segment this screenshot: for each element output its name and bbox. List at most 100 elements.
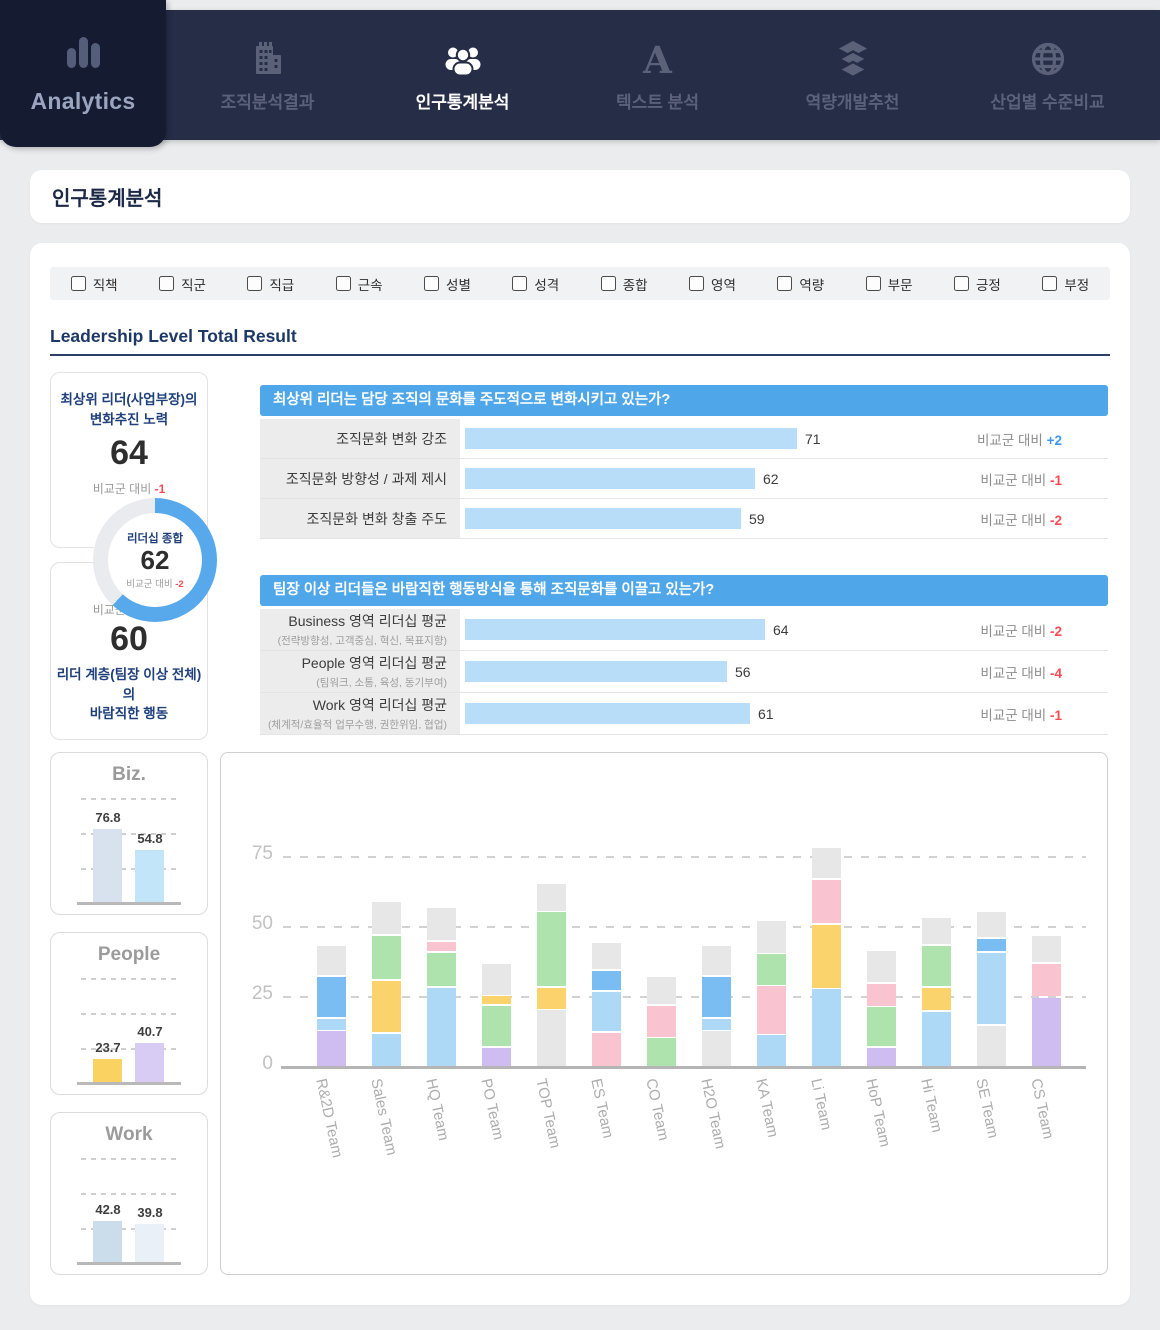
checkbox-icon[interactable] [247,276,263,291]
score-row: 조직문화 변화 창출 주도 59 비교군 대비 -2 [260,499,1108,539]
stacked-bar [646,753,676,1066]
brand-logo[interactable]: Analytics [0,0,166,147]
checkbox-icon[interactable] [600,276,616,291]
mini-chart: 76.8 54.8 [77,798,181,905]
filter-label: 직책 [92,277,118,293]
y-tick-label: 75 [251,843,273,864]
checkbox-icon[interactable] [777,276,793,291]
filter-label: 부문 [887,277,913,293]
filter-label: 부정 [1064,277,1090,293]
score-row: 조직문화 변화 강조 71 비교군 대비 +2 [260,419,1108,459]
question-header-2: 팀장 이상 리더들은 바람직한 행동방식을 통해 조직문화를 이끌고 있는가? [260,575,1108,606]
bar-segment [646,976,676,1005]
stacked-bar [591,753,621,1066]
bar-segment [591,1032,621,1066]
y-tick-label: 25 [251,983,273,1004]
mini-bar-value: 40.7 [137,1024,163,1039]
bar-segment [646,1005,676,1037]
bar-segment [701,1018,731,1030]
mini-chart: 23.7 40.7 [77,978,181,1085]
row-compare-value: -1 [1049,707,1062,723]
row-sublabel: (전략방향성, 고객중심, 혁신, 목표지향) [277,635,447,647]
tab-text-analysis[interactable]: A 텍스트 분석 [560,10,755,140]
mini-chart-baseline [77,902,181,905]
donut-compare-value: -2 [175,578,184,590]
score-row: People 영역 리더십 평균 (팀워크, 소통, 육성, 동기부여) 56 … [260,651,1108,693]
bar-segment [426,987,456,1066]
bar-segment [316,976,346,1017]
page-title: 인구통계분석 [52,188,163,210]
bar-segment [591,942,621,970]
stacked-bar [481,753,511,1066]
score-value: 61 [758,705,774,722]
score-bar [465,508,741,529]
tab-label: 인구통계분석 [415,93,510,112]
x-category-label: H2O Team [697,1077,729,1151]
row-compare: 비교군 대비 -1 [980,472,1062,488]
tab-org-analysis[interactable]: 조직분석결과 [170,10,365,140]
mini-bar [135,850,164,902]
filter-negative[interactable]: 부정 [1042,274,1089,294]
mini-bar-value: 76.8 [95,810,121,825]
stacked-bar [811,753,841,1066]
filter-division[interactable]: 부문 [865,274,913,294]
checkbox-icon[interactable] [689,276,705,291]
filter-gender[interactable]: 성별 [424,274,471,294]
bar-segment [591,970,621,991]
row-compare: 비교군 대비 -2 [980,512,1062,528]
row-label-cell: 조직문화 변화 창출 주도 [260,499,460,538]
tab-competency-recommendation[interactable]: 역량개발추천 [755,10,950,140]
filter-tenure[interactable]: 근속 [335,274,383,294]
checkbox-icon[interactable] [512,276,528,291]
checkbox-icon[interactable] [1042,276,1058,291]
row-compare-value: +2 [1046,432,1062,448]
score-value: 71 [805,430,821,447]
stacked-bar [701,753,731,1066]
bar-segment [756,920,786,953]
stacked-bar [426,753,456,1066]
bar-segment [591,991,621,1031]
page-title-card: 인구통계분석 [30,170,1130,223]
stacked-bar [316,753,346,1066]
filter-competency[interactable]: 역량 [777,274,824,294]
bar-segment [976,952,1006,1024]
row-sublabel: (팀워크, 소통, 육성, 동기부여) [316,677,447,689]
bar-segment [756,954,786,985]
row-label: Business 영역 리더십 평균 [288,613,447,629]
bar-segment [976,912,1006,938]
filter-positive[interactable]: 긍정 [954,274,1001,294]
bar-segment [1031,935,1061,963]
bar-segment [811,924,841,988]
tab-demographic-analysis[interactable]: 인구통계분석 [365,10,560,140]
checkbox-icon[interactable] [424,276,440,291]
checkbox-icon[interactable] [70,276,86,291]
score-row: Work 영역 리더십 평균 (체계적/효율적 업무수행, 권한위임, 협업) … [260,693,1108,735]
biz-mini-chart-card: Biz. 76.8 54.8 [50,752,208,915]
stacked-bar [756,753,786,1066]
gridline [283,996,1086,998]
bar-chart-icon [60,33,106,78]
bar-segment [701,945,731,975]
filter-position[interactable]: 직책 [70,274,118,294]
row-label: People 영역 리더십 평균 [301,655,447,671]
tab-industry-comparison[interactable]: 산업별 수준비교 [950,10,1145,140]
stacked-bar [536,753,566,1066]
score-bar [465,703,750,724]
letter-a-icon: A [643,38,672,82]
filter-personality[interactable]: 성격 [512,274,559,294]
filter-overall[interactable]: 종합 [600,274,648,294]
filter-grade[interactable]: 직급 [247,274,294,294]
filter-job-group[interactable]: 직군 [159,274,206,294]
bar-segment [921,987,951,1010]
bar-segment [866,951,896,982]
checkbox-icon[interactable] [865,276,881,291]
score-row: Business 영역 리더십 평균 (전략방향성, 고객중심, 혁신, 목표지… [260,609,1108,651]
checkbox-icon[interactable] [954,276,970,291]
bar-segment [866,983,896,1006]
globe-icon [1028,37,1068,79]
filter-domain[interactable]: 영역 [689,274,736,294]
checkbox-icon[interactable] [335,276,351,291]
checkbox-icon[interactable] [159,276,175,291]
filter-label: 성격 [534,277,560,293]
x-category-label: CO Team [642,1077,673,1143]
